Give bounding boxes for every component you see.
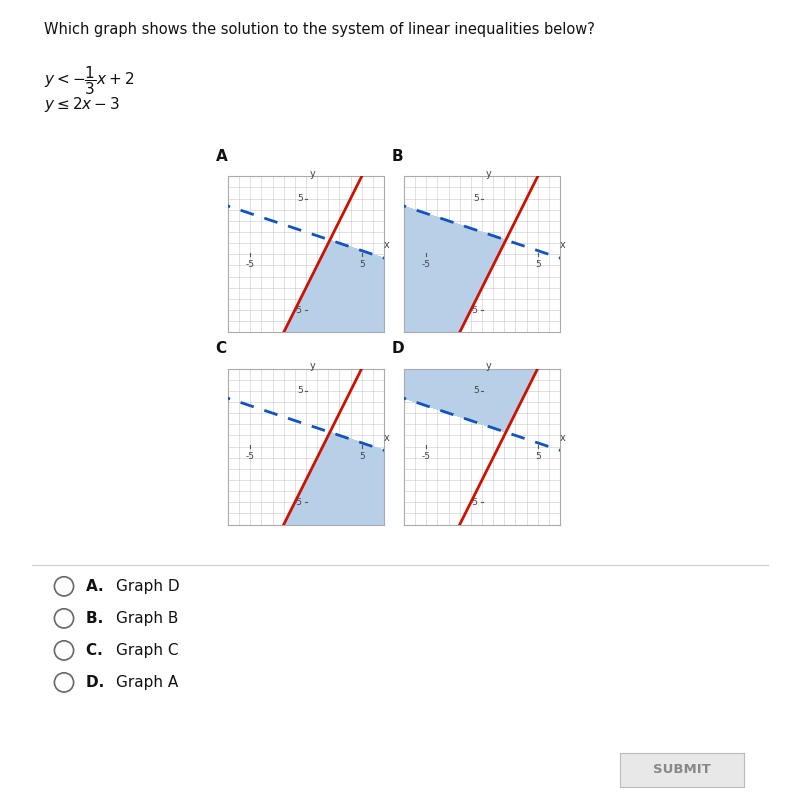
Text: Graph A: Graph A: [116, 675, 178, 690]
Text: -5: -5: [470, 305, 478, 315]
Text: 5: 5: [297, 386, 302, 396]
Text: Which graph shows the solution to the system of linear inequalities below?: Which graph shows the solution to the sy…: [44, 22, 595, 38]
Text: SUBMIT: SUBMIT: [653, 763, 711, 776]
Text: $y \leq 2x-3$: $y \leq 2x-3$: [44, 95, 120, 114]
Text: y: y: [486, 169, 491, 179]
Text: C: C: [215, 341, 226, 356]
Text: y: y: [486, 361, 491, 372]
Text: A.: A.: [86, 579, 114, 594]
Text: C.: C.: [86, 643, 113, 658]
Text: $y < -\dfrac{1}{3}x+2$: $y < -\dfrac{1}{3}x+2$: [44, 64, 134, 97]
Text: Graph C: Graph C: [116, 643, 178, 658]
Text: B.: B.: [86, 611, 114, 626]
Text: -5: -5: [422, 260, 430, 269]
Text: 5: 5: [359, 260, 365, 269]
Text: D.: D.: [86, 675, 114, 690]
Text: 5: 5: [535, 452, 541, 461]
Text: x: x: [559, 240, 565, 251]
Text: -5: -5: [246, 452, 254, 461]
Text: x: x: [559, 433, 565, 443]
Text: x: x: [383, 240, 389, 251]
Text: D: D: [391, 341, 404, 356]
Text: y: y: [310, 169, 315, 179]
Text: 5: 5: [473, 194, 478, 203]
Text: -5: -5: [294, 305, 302, 315]
Text: x: x: [383, 433, 389, 443]
Text: Graph B: Graph B: [116, 611, 178, 626]
Text: 5: 5: [535, 260, 541, 269]
Text: Graph D: Graph D: [116, 579, 180, 594]
Text: -5: -5: [422, 452, 430, 461]
Text: -5: -5: [470, 497, 478, 507]
Text: 5: 5: [359, 452, 365, 461]
Text: 5: 5: [473, 386, 478, 396]
Text: -5: -5: [246, 260, 254, 269]
Text: B: B: [391, 149, 403, 164]
Text: y: y: [310, 361, 315, 372]
Text: 5: 5: [297, 194, 302, 203]
Text: A: A: [215, 149, 227, 164]
Text: -5: -5: [294, 497, 302, 507]
